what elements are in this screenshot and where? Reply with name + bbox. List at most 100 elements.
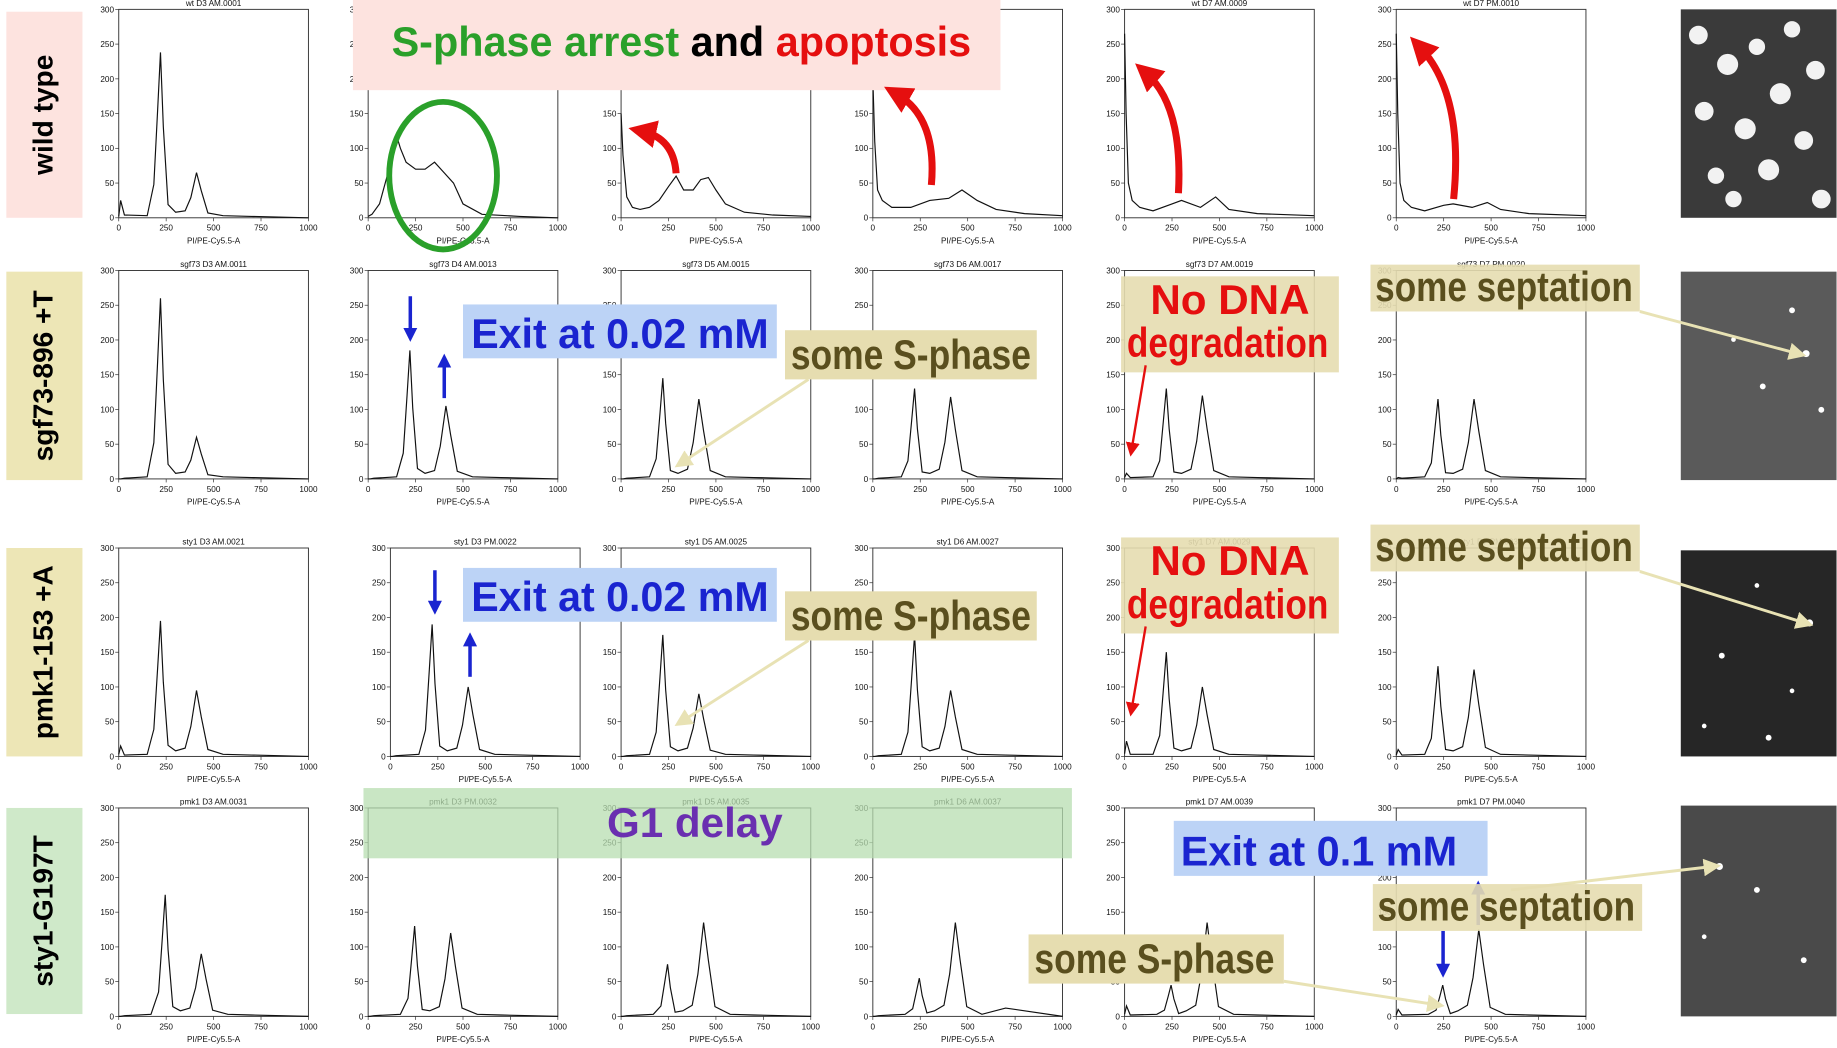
y-tick-label: 50 xyxy=(105,718,115,727)
histogram-line xyxy=(1124,922,1315,1017)
histogram-line xyxy=(368,926,558,1017)
x-tick-label: 500 xyxy=(961,762,975,771)
x-tick-label: 750 xyxy=(757,1022,771,1031)
x-tick-label: 500 xyxy=(207,762,221,771)
histogram-line xyxy=(872,388,1063,480)
x-tick-label: 750 xyxy=(504,224,518,233)
x-axis-label: PI/PE-Cy5.5-A xyxy=(187,237,241,246)
y-tick-label: 250 xyxy=(1378,579,1392,588)
y-tick-label: 250 xyxy=(100,301,114,310)
x-tick-label: 250 xyxy=(662,224,676,233)
x-tick-label: 0 xyxy=(871,762,876,771)
histogram-line xyxy=(620,113,811,217)
histogram-line xyxy=(1395,398,1586,480)
y-tick-label: 100 xyxy=(100,943,114,952)
y-tick-label: 0 xyxy=(1115,1012,1120,1021)
plot-frame xyxy=(367,270,559,480)
g1-delay-label: G1 delay xyxy=(607,799,783,846)
histogram-line xyxy=(367,133,558,219)
histogram-line xyxy=(872,922,1063,1017)
y-tick-label: 50 xyxy=(105,440,115,449)
x-tick-label: 250 xyxy=(1165,762,1179,771)
y-tick-label: 100 xyxy=(1378,683,1392,692)
label-bg xyxy=(1121,276,1339,373)
y-tick-label: 0 xyxy=(1387,752,1392,761)
y-tick-label: 50 xyxy=(1382,978,1392,987)
x-axis-label: PI/PE-Cy5.5-A xyxy=(689,498,743,507)
x-tick-label: 250 xyxy=(662,1022,676,1031)
x-tick-label: 500 xyxy=(961,224,975,233)
x-tick-label: 500 xyxy=(456,224,470,233)
y-tick-label: 150 xyxy=(350,110,364,119)
plot-frame xyxy=(118,547,309,757)
x-tick-label: 0 xyxy=(366,485,371,494)
y-tick-label: 150 xyxy=(100,908,114,917)
y-tick-label: 100 xyxy=(854,405,868,414)
histogram-line xyxy=(118,620,309,758)
y-tick-label: 250 xyxy=(854,301,868,310)
x-tick-label: 250 xyxy=(1437,1022,1451,1031)
banner: S-phase arrest and apoptosis xyxy=(392,18,972,65)
histogram-line xyxy=(1395,33,1586,217)
x-tick-label: 500 xyxy=(1484,224,1498,233)
y-tick-label: 0 xyxy=(864,475,869,484)
x-tick-label: 0 xyxy=(619,1022,624,1031)
red-pointers xyxy=(1125,365,1147,717)
histogram-line xyxy=(1395,666,1586,758)
pointer-lines xyxy=(674,310,1814,1013)
x-tick-label: 0 xyxy=(366,224,371,233)
row-label-bg xyxy=(6,807,83,1015)
chart-title: sty1 D3 PM.0022 xyxy=(454,537,517,546)
x-tick-label: 0 xyxy=(1122,1022,1127,1031)
x-tick-label: 500 xyxy=(456,1022,470,1031)
x-tick-label: 500 xyxy=(709,762,723,771)
y-tick-label: 0 xyxy=(109,752,114,761)
x-tick-label: 250 xyxy=(159,762,173,771)
x-tick-label: 0 xyxy=(1394,1022,1399,1031)
y-tick-label: 250 xyxy=(854,579,868,588)
label-bg xyxy=(1372,884,1643,931)
y-tick-label: 50 xyxy=(859,440,869,449)
y-tick-label: 300 xyxy=(100,544,114,553)
x-axis-label: PI/PE-Cy5.5-A xyxy=(1464,498,1518,507)
chart-title: sgf73 D6 AM.0017 xyxy=(934,260,1002,269)
y-tick-label: 300 xyxy=(1378,5,1392,14)
y-tick-label: 100 xyxy=(100,683,114,692)
chart-title: sty1 D5 AM.0025 xyxy=(685,537,748,546)
micrograph xyxy=(1680,271,1837,481)
y-tick-label: 300 xyxy=(1106,266,1120,275)
x-tick-label: 500 xyxy=(1213,485,1227,494)
y-tick-label: 100 xyxy=(1378,144,1392,153)
x-tick-label: 250 xyxy=(431,762,445,771)
row-label: sgf73-896 +T xyxy=(27,290,58,461)
x-tick-label: 1000 xyxy=(1577,224,1596,233)
y-tick-label: 150 xyxy=(1378,648,1392,657)
chart-title: sgf73 D7 PM.0020 xyxy=(1457,260,1525,269)
y-tick-label: 300 xyxy=(100,5,114,14)
x-tick-label: 500 xyxy=(1213,224,1227,233)
no-dna-label: No DNA xyxy=(1150,537,1309,584)
y-tick-label: 50 xyxy=(1382,718,1392,727)
x-tick-label: 0 xyxy=(871,224,876,233)
x-tick-label: 1000 xyxy=(1577,762,1596,771)
y-tick-label: 0 xyxy=(612,752,617,761)
y-tick-label: 300 xyxy=(1106,5,1120,14)
y-tick-label: 200 xyxy=(1106,873,1120,882)
x-tick-label: 500 xyxy=(456,485,470,494)
y-tick-label: 50 xyxy=(607,718,617,727)
row-labels: wild type sgf73-896 +T pmk1-153 +A sty1-… xyxy=(6,11,83,1015)
s-phase-label: some S-phase xyxy=(791,331,1031,378)
y-tick-label: 50 xyxy=(354,978,364,987)
y-tick-label: 150 xyxy=(603,648,617,657)
histogram-line xyxy=(621,922,811,1017)
x-axis-label: PI/PE-Cy5.5-A xyxy=(941,237,995,246)
plot-frame xyxy=(118,8,309,219)
x-tick-label: 1000 xyxy=(299,762,318,771)
x-tick-label: 1000 xyxy=(549,1022,568,1031)
y-tick-label: 300 xyxy=(100,804,114,813)
y-tick-label: 100 xyxy=(1106,405,1120,414)
y-tick-label: 250 xyxy=(1106,839,1120,848)
y-tick-label: 300 xyxy=(1106,544,1120,553)
micrograph xyxy=(1680,805,1837,1017)
